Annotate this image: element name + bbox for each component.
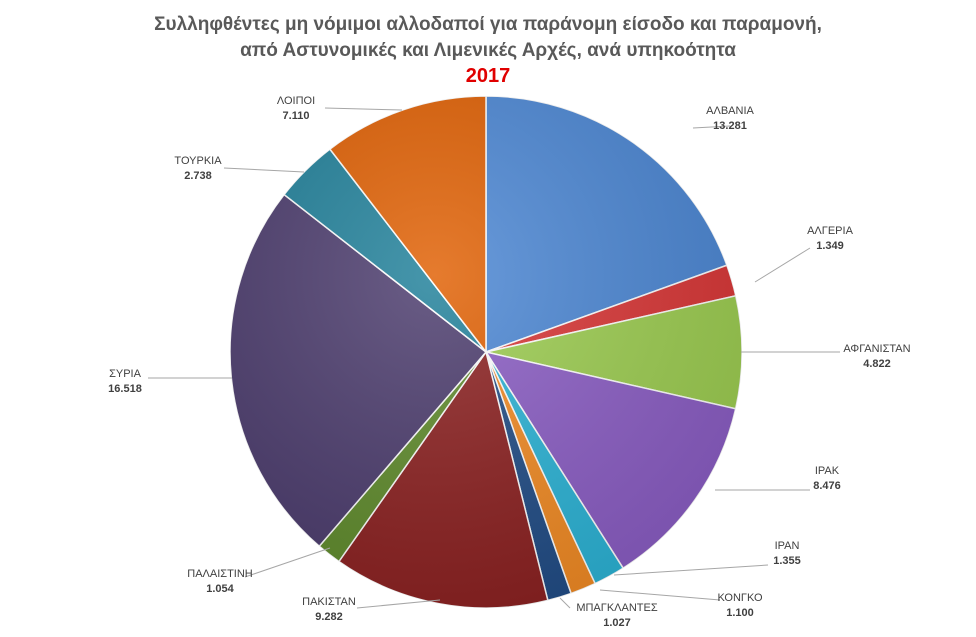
chart-title-line-1: Συλληφθέντες μη νόμιμοι αλλοδαποί για πα… xyxy=(154,14,822,35)
leader-line-2 xyxy=(754,247,811,283)
slice-value-6: 1.100 xyxy=(726,607,754,619)
slice-label-11: ΤΟΥΡΚΙΑ xyxy=(174,155,222,167)
slice-value-2: 1.349 xyxy=(816,240,844,252)
pie-labels: ΑΛΒΑΝΙΑ 13.281 ΑΛΓΕΡΙΑ 1.349 ΑΦΓΑΝΙΣΤΑΝ 4.822… xyxy=(108,95,910,629)
leader-line-6 xyxy=(599,589,721,601)
chart-title-line-2: από Αστυνομικές και Λιμενικές Αρχές, ανά… xyxy=(240,40,736,61)
leader-line-11 xyxy=(223,167,305,173)
slice-label-5: ΙΡΑΝ xyxy=(775,540,800,552)
pie-slices xyxy=(229,95,743,609)
slice-value-3: 4.822 xyxy=(863,358,891,370)
slice-label-6: ΚΟΝΓΚΟ xyxy=(717,592,763,604)
slice-value-1: 13.281 xyxy=(713,120,747,132)
leader-line-5 xyxy=(613,564,769,576)
slice-value-5: 1.355 xyxy=(773,555,801,567)
slice-label-1: ΑΛΒΑΝΙΑ xyxy=(706,105,754,117)
chart-year: 2017 xyxy=(466,65,511,87)
slice-label-12: ΛΟΙΠΟΙ xyxy=(277,95,315,107)
leader-line-1 xyxy=(692,125,731,129)
slice-value-10: 16.518 xyxy=(108,383,142,395)
slice-value-12: 7.110 xyxy=(283,110,310,122)
leader-line-8 xyxy=(356,599,441,609)
slice-value-7: 1.027 xyxy=(603,617,631,629)
slice-label-8: ΠΑΚΙΣΤΑΝ xyxy=(302,596,356,608)
slice-label-3: ΑΦΓΑΝΙΣΤΑΝ xyxy=(843,343,910,355)
slice-value-8: 9.282 xyxy=(315,611,343,623)
slice-value-11: 2.738 xyxy=(184,170,212,182)
slice-label-9: ΠΑΛΑΙΣΤΙΝΗ xyxy=(187,568,253,580)
slice-label-4: ΙΡΑΚ xyxy=(815,465,840,477)
slice-label-10: ΣΥΡΙΑ xyxy=(109,368,142,380)
leader-line-7 xyxy=(559,597,571,609)
slice-label-7: ΜΠΑΓΚΛΑΝΤΕΣ xyxy=(576,602,658,614)
leader-line-9 xyxy=(244,547,331,578)
slice-value-4: 8.476 xyxy=(813,480,841,492)
leader-line-12 xyxy=(324,107,403,111)
slice-value-9: 1.054 xyxy=(206,583,234,595)
slice-label-2: ΑΛΓΕΡΙΑ xyxy=(807,225,853,237)
